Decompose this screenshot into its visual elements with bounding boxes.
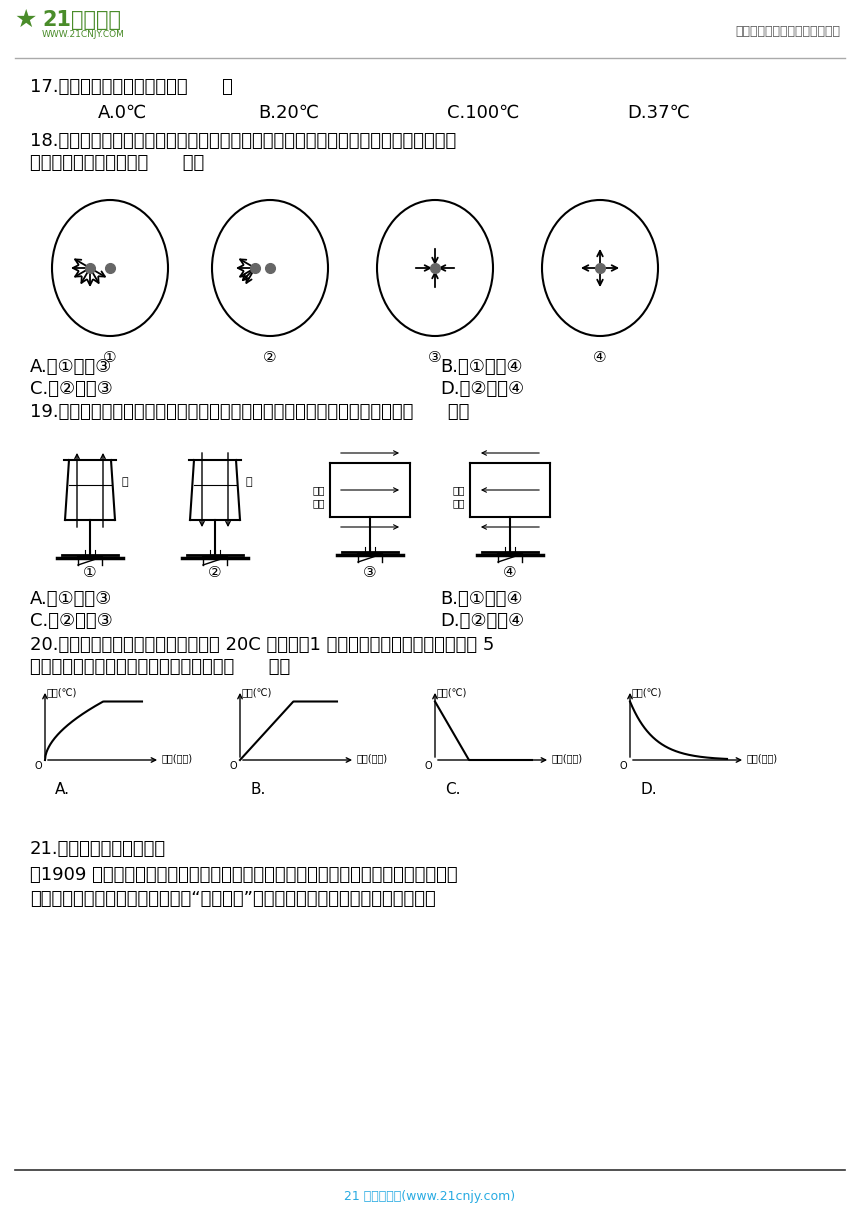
Text: 水: 水 <box>121 477 127 486</box>
Text: ④: ④ <box>593 350 607 365</box>
Text: 酸钔: 酸钔 <box>312 499 325 508</box>
Text: D.图②和图④: D.图②和图④ <box>440 612 524 630</box>
Text: 水温(℃): 水温(℃) <box>632 687 662 697</box>
Text: 酸钔: 酸钔 <box>452 499 465 508</box>
Text: 水温(℃): 水温(℃) <box>47 687 77 697</box>
Text: 20.某同学做水加热实验，当水温升到 20C 时，每隔1 分钟记录一次水温，直到水沸腾 5: 20.某同学做水加热实验，当水温升到 20C 时，每隔1 分钟记录一次水温，直到… <box>30 636 494 654</box>
Text: 时间(分钟): 时间(分钟) <box>747 753 778 762</box>
Text: C.图②和图③: C.图②和图③ <box>30 612 113 630</box>
Text: D.37℃: D.37℃ <box>627 105 690 122</box>
Text: D.: D. <box>640 782 657 796</box>
Text: ③: ③ <box>428 350 442 365</box>
Text: WWW.21CNJY.COM: WWW.21CNJY.COM <box>42 30 125 39</box>
Text: 水: 水 <box>246 477 253 486</box>
Text: ③: ③ <box>363 565 377 580</box>
Text: A.图①和图③: A.图①和图③ <box>30 358 113 376</box>
Text: A.图①和图③: A.图①和图③ <box>30 590 113 608</box>
Text: 水温(℃): 水温(℃) <box>242 687 273 697</box>
Text: 18.同学们完成了热在金属片中传递的实验后，画出下列示意图（圆点为加热点）表示实: 18.同学们完成了热在金属片中传递的实验后，画出下列示意图（圆点为加热点）表示实 <box>30 133 457 150</box>
Text: 中小学教育资源及组卷应用平台: 中小学教育资源及组卷应用平台 <box>735 26 840 38</box>
Text: 时间(分钟): 时间(分钟) <box>357 753 388 762</box>
Text: 分钟。此过程中水温随时间的变化关系是（      ）。: 分钟。此过程中水温随时间的变化关系是（ ）。 <box>30 658 291 676</box>
Text: ★: ★ <box>14 9 36 32</box>
Text: 17.水在什么温度下会沸腾？（      ）: 17.水在什么温度下会沸腾？（ ） <box>30 78 233 96</box>
Text: 时间(分钟): 时间(分钟) <box>552 753 583 762</box>
Text: 水温(℃): 水温(℃) <box>437 687 467 697</box>
Text: 高锰: 高锰 <box>312 485 325 495</box>
Text: ②: ② <box>208 565 222 580</box>
Text: B.20℃: B.20℃ <box>258 105 319 122</box>
Text: A.: A. <box>55 782 70 796</box>
Text: O: O <box>230 761 237 771</box>
Text: 1909 年，美国化学家贝克兰发明塑料时，人类是怎样的狂喜！而今天，人们在享受: 1909 年，美国化学家贝克兰发明塑料时，人类是怎样的狂喜！而今天，人们在享受 <box>30 866 458 884</box>
Text: ①: ① <box>103 350 117 365</box>
Text: B.图①和图④: B.图①和图④ <box>440 590 523 608</box>
Text: D.图②和图④: D.图②和图④ <box>440 379 524 398</box>
Text: 塑料制品带来的方便的同时，却被“白色污染”问题深深地困扰。塑料制品因方便、轻: 塑料制品带来的方便的同时，却被“白色污染”问题深深地困扰。塑料制品因方便、轻 <box>30 890 436 908</box>
Text: 验现象，其中正确的是（      ）。: 验现象，其中正确的是（ ）。 <box>30 154 205 171</box>
Text: O: O <box>34 761 42 771</box>
Text: 19.同学们研究了热在水中的传递，画出下列实验现象示意图，其中正确的是（      ）。: 19.同学们研究了热在水中的传递，画出下列实验现象示意图，其中正确的是（ ）。 <box>30 402 470 421</box>
Text: C.图②和图③: C.图②和图③ <box>30 379 113 398</box>
Text: 21世纪教育: 21世纪教育 <box>42 10 121 30</box>
Text: A.0℃: A.0℃ <box>98 105 147 122</box>
Text: C.: C. <box>445 782 460 796</box>
Text: 高锰: 高锰 <box>452 485 465 495</box>
Text: 21.阅读资料，回答问题。: 21.阅读资料，回答问题。 <box>30 840 166 858</box>
Text: ④: ④ <box>503 565 517 580</box>
Text: ①: ① <box>83 565 97 580</box>
Text: ②: ② <box>263 350 277 365</box>
Text: O: O <box>424 761 432 771</box>
Text: B.图①和图④: B.图①和图④ <box>440 358 523 376</box>
Text: 时间(分钟): 时间(分钟) <box>162 753 194 762</box>
Text: 21 世纪教育网(www.21cnjy.com): 21 世纪教育网(www.21cnjy.com) <box>345 1190 515 1203</box>
Text: B.: B. <box>250 782 266 796</box>
Text: O: O <box>619 761 627 771</box>
Text: C.100℃: C.100℃ <box>447 105 519 122</box>
